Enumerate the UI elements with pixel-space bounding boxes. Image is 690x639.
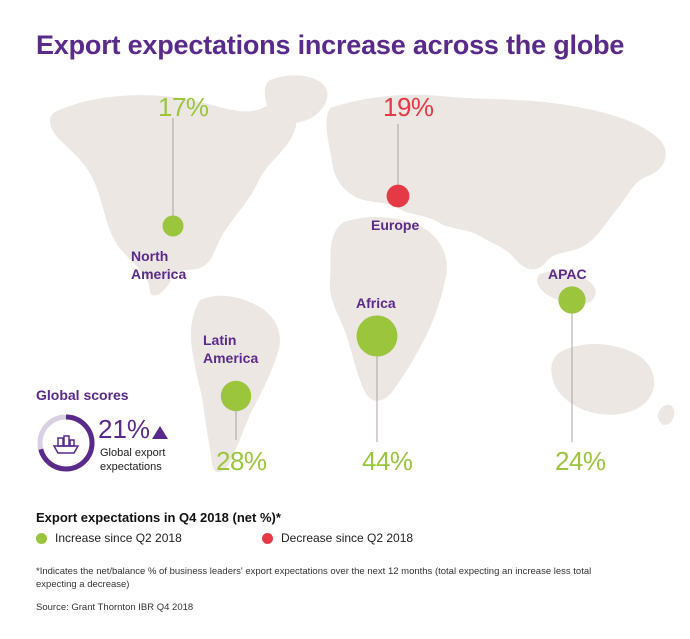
- north-america-label: North America: [131, 248, 187, 282]
- footnote: *Indicates the net/balance % of business…: [36, 566, 592, 590]
- new-zealand-landmass: [657, 404, 675, 425]
- north-america-bubble: [162, 215, 184, 237]
- increase-dot-icon: [36, 532, 47, 544]
- apac-label: APAC: [548, 266, 587, 282]
- decrease-dot-icon: [262, 532, 273, 544]
- europe-bubble: [386, 184, 410, 208]
- greenland-landmass: [264, 75, 328, 123]
- australia-landmass: [551, 343, 655, 415]
- africa-label: Africa: [356, 295, 396, 311]
- global-score-value: 21%: [98, 414, 151, 444]
- europe-value: 19%: [383, 92, 434, 122]
- legend-decrease: Decrease since Q2 2018: [262, 531, 413, 545]
- apac-bubble: [558, 286, 586, 314]
- source-note: Source: Grant Thornton IBR Q4 2018: [36, 602, 194, 613]
- trend-up-icon: [152, 426, 168, 439]
- apac-value: 24%: [555, 446, 606, 476]
- europe-asia-landmass: [326, 94, 666, 270]
- europe-label: Europe: [371, 217, 420, 233]
- latin-america-value: 28%: [216, 446, 267, 476]
- legend-decrease-label: Decrease since Q2 2018: [281, 531, 414, 545]
- africa-landmass: [329, 217, 447, 401]
- north-america-value: 17%: [158, 92, 209, 122]
- latin-america-label: Latin America: [203, 332, 259, 366]
- ship-icon: [52, 435, 80, 454]
- africa-bubble: [356, 315, 398, 357]
- legend-increase: Increase since Q2 2018: [36, 531, 182, 545]
- global-score-caption: Global export expectations: [100, 447, 166, 473]
- global-gauge-arc: [37, 414, 95, 472]
- global-scores-title: Global scores: [36, 387, 129, 403]
- chart-title: Export expectations increase across the …: [36, 30, 625, 60]
- africa-value: 44%: [362, 446, 413, 476]
- latin-america-bubble: [220, 380, 252, 412]
- legend-title: Export expectations in Q4 2018 (net %)*: [36, 510, 281, 525]
- legend-increase-label: Increase since Q2 2018: [55, 531, 182, 545]
